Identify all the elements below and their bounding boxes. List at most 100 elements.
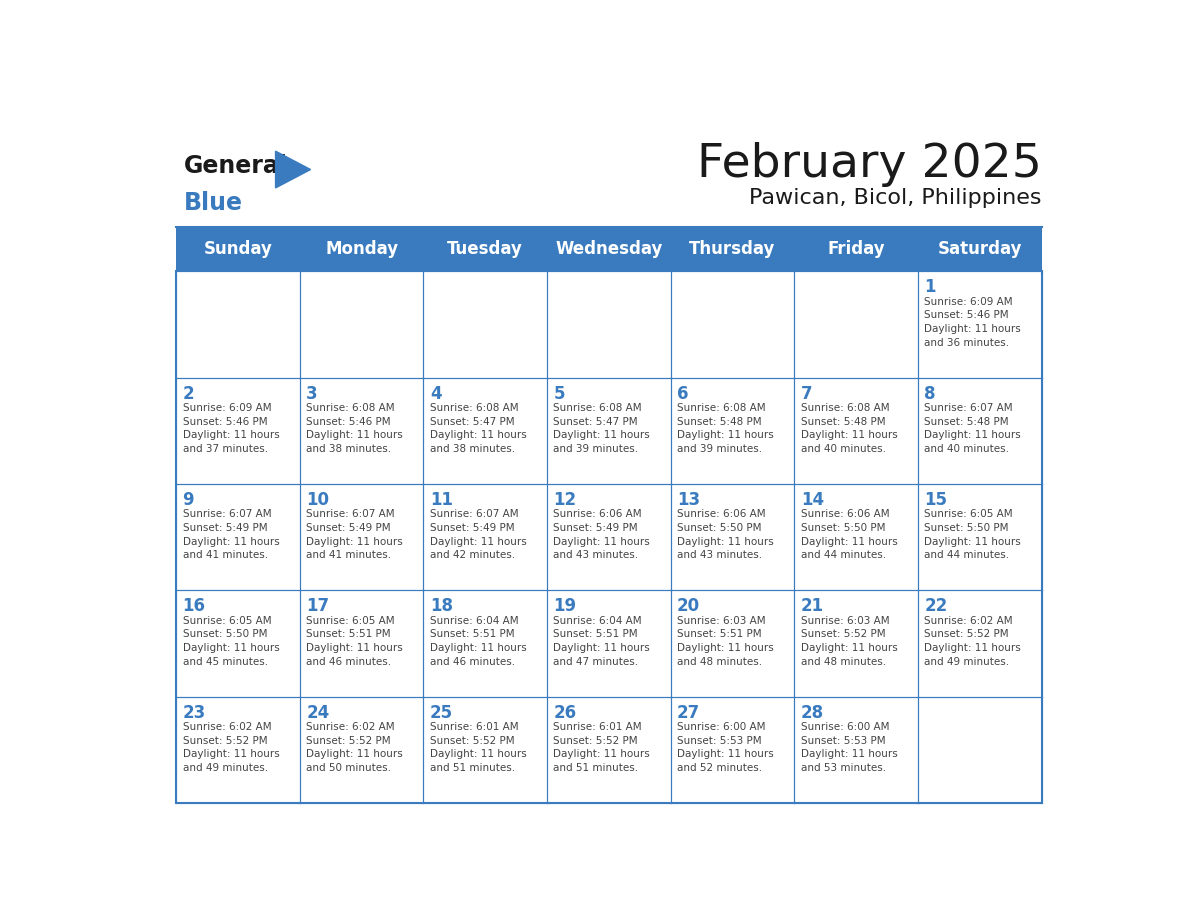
Bar [176, 272, 1042, 803]
Text: February 2025: February 2025 [696, 142, 1042, 187]
Bar [423, 590, 546, 697]
Text: Sunrise: 6:00 AM
Sunset: 5:53 PM
Daylight: 11 hours
and 52 minutes.: Sunrise: 6:00 AM Sunset: 5:53 PM Dayligh… [677, 722, 773, 773]
Bar [795, 697, 918, 803]
Text: Sunrise: 6:05 AM
Sunset: 5:50 PM
Daylight: 11 hours
and 45 minutes.: Sunrise: 6:05 AM Sunset: 5:50 PM Dayligh… [183, 616, 279, 666]
Text: Blue: Blue [183, 192, 242, 216]
Bar [423, 272, 546, 377]
Text: Sunday: Sunday [203, 241, 272, 258]
Text: Sunrise: 6:03 AM
Sunset: 5:51 PM
Daylight: 11 hours
and 48 minutes.: Sunrise: 6:03 AM Sunset: 5:51 PM Dayligh… [677, 616, 773, 666]
Bar [176, 590, 299, 697]
Text: Sunrise: 6:06 AM
Sunset: 5:50 PM
Daylight: 11 hours
and 43 minutes.: Sunrise: 6:06 AM Sunset: 5:50 PM Dayligh… [677, 509, 773, 560]
Text: 21: 21 [801, 598, 823, 615]
Text: General: General [183, 154, 287, 178]
Bar [918, 484, 1042, 590]
Bar [671, 272, 795, 377]
Text: Sunrise: 6:08 AM
Sunset: 5:47 PM
Daylight: 11 hours
and 38 minutes.: Sunrise: 6:08 AM Sunset: 5:47 PM Dayligh… [430, 403, 526, 453]
Bar [671, 590, 795, 697]
Text: Friday: Friday [827, 241, 885, 258]
Text: Wednesday: Wednesday [555, 241, 663, 258]
Bar [176, 484, 299, 590]
Text: 18: 18 [430, 598, 453, 615]
Text: 20: 20 [677, 598, 700, 615]
Text: Sunrise: 6:04 AM
Sunset: 5:51 PM
Daylight: 11 hours
and 47 minutes.: Sunrise: 6:04 AM Sunset: 5:51 PM Dayligh… [554, 616, 650, 666]
Text: Sunrise: 6:09 AM
Sunset: 5:46 PM
Daylight: 11 hours
and 37 minutes.: Sunrise: 6:09 AM Sunset: 5:46 PM Dayligh… [183, 403, 279, 453]
Text: Sunrise: 6:03 AM
Sunset: 5:52 PM
Daylight: 11 hours
and 48 minutes.: Sunrise: 6:03 AM Sunset: 5:52 PM Dayligh… [801, 616, 897, 666]
Text: 8: 8 [924, 385, 936, 403]
Bar [546, 272, 671, 377]
Bar [918, 272, 1042, 377]
Text: Monday: Monday [326, 241, 398, 258]
Text: Sunrise: 6:01 AM
Sunset: 5:52 PM
Daylight: 11 hours
and 51 minutes.: Sunrise: 6:01 AM Sunset: 5:52 PM Dayligh… [430, 722, 526, 773]
Bar [918, 377, 1042, 484]
Text: Sunrise: 6:02 AM
Sunset: 5:52 PM
Daylight: 11 hours
and 49 minutes.: Sunrise: 6:02 AM Sunset: 5:52 PM Dayligh… [924, 616, 1022, 666]
Bar [795, 484, 918, 590]
Text: Sunrise: 6:07 AM
Sunset: 5:49 PM
Daylight: 11 hours
and 41 minutes.: Sunrise: 6:07 AM Sunset: 5:49 PM Dayligh… [183, 509, 279, 560]
Text: Sunrise: 6:00 AM
Sunset: 5:53 PM
Daylight: 11 hours
and 53 minutes.: Sunrise: 6:00 AM Sunset: 5:53 PM Dayligh… [801, 722, 897, 773]
Text: 5: 5 [554, 385, 565, 403]
Text: 28: 28 [801, 703, 823, 722]
Text: Sunrise: 6:01 AM
Sunset: 5:52 PM
Daylight: 11 hours
and 51 minutes.: Sunrise: 6:01 AM Sunset: 5:52 PM Dayligh… [554, 722, 650, 773]
Bar [546, 484, 671, 590]
Text: 14: 14 [801, 491, 823, 509]
Text: Pawican, Bicol, Philippines: Pawican, Bicol, Philippines [750, 188, 1042, 207]
Text: 3: 3 [307, 385, 318, 403]
Bar [299, 697, 423, 803]
Bar [299, 272, 423, 377]
Text: 2: 2 [183, 385, 194, 403]
Text: 6: 6 [677, 385, 689, 403]
Text: Sunrise: 6:08 AM
Sunset: 5:46 PM
Daylight: 11 hours
and 38 minutes.: Sunrise: 6:08 AM Sunset: 5:46 PM Dayligh… [307, 403, 403, 453]
Text: Tuesday: Tuesday [447, 241, 523, 258]
Text: Sunrise: 6:05 AM
Sunset: 5:50 PM
Daylight: 11 hours
and 44 minutes.: Sunrise: 6:05 AM Sunset: 5:50 PM Dayligh… [924, 509, 1022, 560]
Bar [795, 272, 918, 377]
Bar [423, 377, 546, 484]
Text: Thursday: Thursday [689, 241, 776, 258]
Text: 19: 19 [554, 598, 576, 615]
Text: Sunrise: 6:05 AM
Sunset: 5:51 PM
Daylight: 11 hours
and 46 minutes.: Sunrise: 6:05 AM Sunset: 5:51 PM Dayligh… [307, 616, 403, 666]
Bar [176, 697, 299, 803]
Bar [176, 377, 299, 484]
Text: 10: 10 [307, 491, 329, 509]
Text: 7: 7 [801, 385, 813, 403]
Bar [299, 377, 423, 484]
Bar [671, 484, 795, 590]
Text: 12: 12 [554, 491, 576, 509]
Text: 1: 1 [924, 278, 936, 297]
Text: Sunrise: 6:07 AM
Sunset: 5:49 PM
Daylight: 11 hours
and 42 minutes.: Sunrise: 6:07 AM Sunset: 5:49 PM Dayligh… [430, 509, 526, 560]
Polygon shape [276, 151, 310, 188]
Bar [795, 590, 918, 697]
Text: Sunrise: 6:04 AM
Sunset: 5:51 PM
Daylight: 11 hours
and 46 minutes.: Sunrise: 6:04 AM Sunset: 5:51 PM Dayligh… [430, 616, 526, 666]
Bar [546, 377, 671, 484]
Text: 16: 16 [183, 598, 206, 615]
Text: Sunrise: 6:07 AM
Sunset: 5:48 PM
Daylight: 11 hours
and 40 minutes.: Sunrise: 6:07 AM Sunset: 5:48 PM Dayligh… [924, 403, 1022, 453]
Bar [671, 377, 795, 484]
Text: 25: 25 [430, 703, 453, 722]
Bar [423, 484, 546, 590]
Text: Saturday: Saturday [937, 241, 1022, 258]
Text: 27: 27 [677, 703, 701, 722]
Text: Sunrise: 6:02 AM
Sunset: 5:52 PM
Daylight: 11 hours
and 50 minutes.: Sunrise: 6:02 AM Sunset: 5:52 PM Dayligh… [307, 722, 403, 773]
Text: 22: 22 [924, 598, 948, 615]
Text: 11: 11 [430, 491, 453, 509]
Text: 24: 24 [307, 703, 329, 722]
Bar [299, 484, 423, 590]
Bar [795, 377, 918, 484]
Text: 17: 17 [307, 598, 329, 615]
Bar [546, 590, 671, 697]
Text: Sunrise: 6:08 AM
Sunset: 5:47 PM
Daylight: 11 hours
and 39 minutes.: Sunrise: 6:08 AM Sunset: 5:47 PM Dayligh… [554, 403, 650, 453]
Text: Sunrise: 6:06 AM
Sunset: 5:49 PM
Daylight: 11 hours
and 43 minutes.: Sunrise: 6:06 AM Sunset: 5:49 PM Dayligh… [554, 509, 650, 560]
Bar [299, 590, 423, 697]
Text: 4: 4 [430, 385, 442, 403]
Text: 26: 26 [554, 703, 576, 722]
Text: Sunrise: 6:09 AM
Sunset: 5:46 PM
Daylight: 11 hours
and 36 minutes.: Sunrise: 6:09 AM Sunset: 5:46 PM Dayligh… [924, 297, 1022, 348]
Text: 9: 9 [183, 491, 194, 509]
Text: Sunrise: 6:02 AM
Sunset: 5:52 PM
Daylight: 11 hours
and 49 minutes.: Sunrise: 6:02 AM Sunset: 5:52 PM Dayligh… [183, 722, 279, 773]
Bar [176, 227, 1042, 272]
Bar [918, 590, 1042, 697]
Bar [671, 697, 795, 803]
Text: Sunrise: 6:07 AM
Sunset: 5:49 PM
Daylight: 11 hours
and 41 minutes.: Sunrise: 6:07 AM Sunset: 5:49 PM Dayligh… [307, 509, 403, 560]
Text: 23: 23 [183, 703, 206, 722]
Bar [176, 272, 299, 377]
Text: Sunrise: 6:06 AM
Sunset: 5:50 PM
Daylight: 11 hours
and 44 minutes.: Sunrise: 6:06 AM Sunset: 5:50 PM Dayligh… [801, 509, 897, 560]
Bar [546, 697, 671, 803]
Bar [918, 697, 1042, 803]
